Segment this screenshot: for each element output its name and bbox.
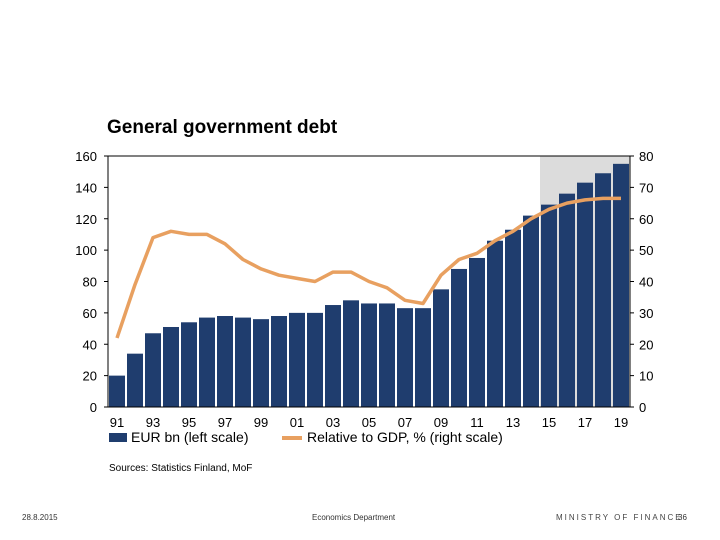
legend-label-bar: EUR bn (left scale) bbox=[131, 429, 248, 445]
x-tick-label: 05 bbox=[362, 415, 376, 430]
bar-94 bbox=[163, 326, 179, 407]
left-tick-label: 60 bbox=[83, 306, 97, 321]
bar-15 bbox=[541, 204, 557, 407]
left-tick-label: 80 bbox=[83, 275, 97, 290]
x-tick-label: 07 bbox=[398, 415, 412, 430]
right-tick-label: 80 bbox=[639, 149, 653, 164]
x-tick-label: 17 bbox=[578, 415, 592, 430]
left-tick-label: 140 bbox=[75, 180, 97, 195]
x-tick-label: 13 bbox=[506, 415, 520, 430]
legend-label-line: Relative to GDP, % (right scale) bbox=[307, 429, 503, 445]
x-tick-label: 99 bbox=[254, 415, 268, 430]
bar-16 bbox=[559, 193, 575, 407]
x-tick-label: 15 bbox=[542, 415, 556, 430]
x-axis-ticks: 91 93 95 97 99 01 03 05 07 09 11 13 15 17 19 bbox=[110, 415, 628, 430]
x-tick-label: 95 bbox=[182, 415, 196, 430]
left-tick-label: 100 bbox=[75, 243, 97, 258]
bar-08 bbox=[415, 308, 431, 407]
left-axis-ticks: 0 20 40 60 80 100 120 140 160 bbox=[75, 149, 108, 415]
line-series bbox=[115, 196, 621, 339]
x-tick-label: 01 bbox=[290, 415, 304, 430]
x-tick-label: 09 bbox=[434, 415, 448, 430]
bar-14 bbox=[523, 215, 539, 407]
legend-swatch-bar bbox=[109, 433, 127, 442]
footer-department: Economics Department bbox=[312, 513, 396, 522]
legend: EUR bn (left scale) Relative to GDP, % (… bbox=[109, 429, 503, 445]
right-axis-ticks: 0 10 20 30 40 50 60 70 80 bbox=[630, 149, 653, 415]
right-tick-label: 50 bbox=[639, 243, 653, 258]
right-tick-label: 70 bbox=[639, 180, 653, 195]
bar-04 bbox=[343, 300, 359, 407]
left-tick-label: 20 bbox=[83, 369, 97, 384]
bar-09 bbox=[433, 289, 449, 407]
left-tick-label: 160 bbox=[75, 149, 97, 164]
x-tick-label: 91 bbox=[110, 415, 124, 430]
bar-98 bbox=[235, 317, 251, 407]
right-tick-label: 40 bbox=[639, 275, 653, 290]
chart-title: General government debt bbox=[107, 117, 338, 138]
bar-12 bbox=[487, 240, 503, 407]
bar-92 bbox=[127, 353, 143, 407]
bar-96 bbox=[199, 317, 215, 407]
bar-18 bbox=[595, 173, 611, 407]
x-tick-label: 03 bbox=[326, 415, 340, 430]
footer-date: 28.8.2015 bbox=[22, 513, 58, 522]
bar-07 bbox=[397, 308, 413, 407]
bar-series bbox=[109, 163, 629, 407]
right-tick-label: 10 bbox=[639, 369, 653, 384]
bar-97 bbox=[217, 316, 233, 407]
bar-10 bbox=[451, 268, 467, 407]
x-tick-label: 11 bbox=[470, 415, 484, 430]
gdp-ratio-line bbox=[115, 196, 621, 339]
x-tick-label: 97 bbox=[218, 415, 232, 430]
x-tick-label: 19 bbox=[614, 415, 628, 430]
bar-11 bbox=[469, 257, 485, 407]
bar-05 bbox=[361, 303, 377, 407]
bar-91 bbox=[109, 375, 125, 407]
left-tick-label: 40 bbox=[83, 337, 97, 352]
right-tick-label: 0 bbox=[639, 400, 646, 415]
x-tick-label: 93 bbox=[146, 415, 160, 430]
bar-99 bbox=[253, 319, 269, 407]
bar-95 bbox=[181, 322, 197, 407]
bar-03 bbox=[325, 305, 341, 407]
right-tick-label: 30 bbox=[639, 306, 653, 321]
bar-13 bbox=[505, 229, 521, 407]
right-tick-label: 60 bbox=[639, 212, 653, 227]
bar-00 bbox=[271, 316, 287, 407]
right-tick-label: 20 bbox=[639, 337, 653, 352]
bar-17 bbox=[577, 182, 593, 407]
footer-ministry: MINISTRY OF FINANCE bbox=[556, 513, 683, 522]
source-note: Sources: Statistics Finland, MoF bbox=[109, 463, 253, 474]
left-tick-label: 0 bbox=[90, 400, 97, 415]
footer-page-number: 36 bbox=[678, 513, 687, 522]
bar-06 bbox=[379, 303, 395, 407]
bar-02 bbox=[307, 312, 323, 407]
bar-93 bbox=[145, 333, 161, 407]
bar-19 bbox=[613, 163, 629, 407]
left-tick-label: 120 bbox=[75, 212, 97, 227]
bar-01 bbox=[289, 312, 305, 407]
